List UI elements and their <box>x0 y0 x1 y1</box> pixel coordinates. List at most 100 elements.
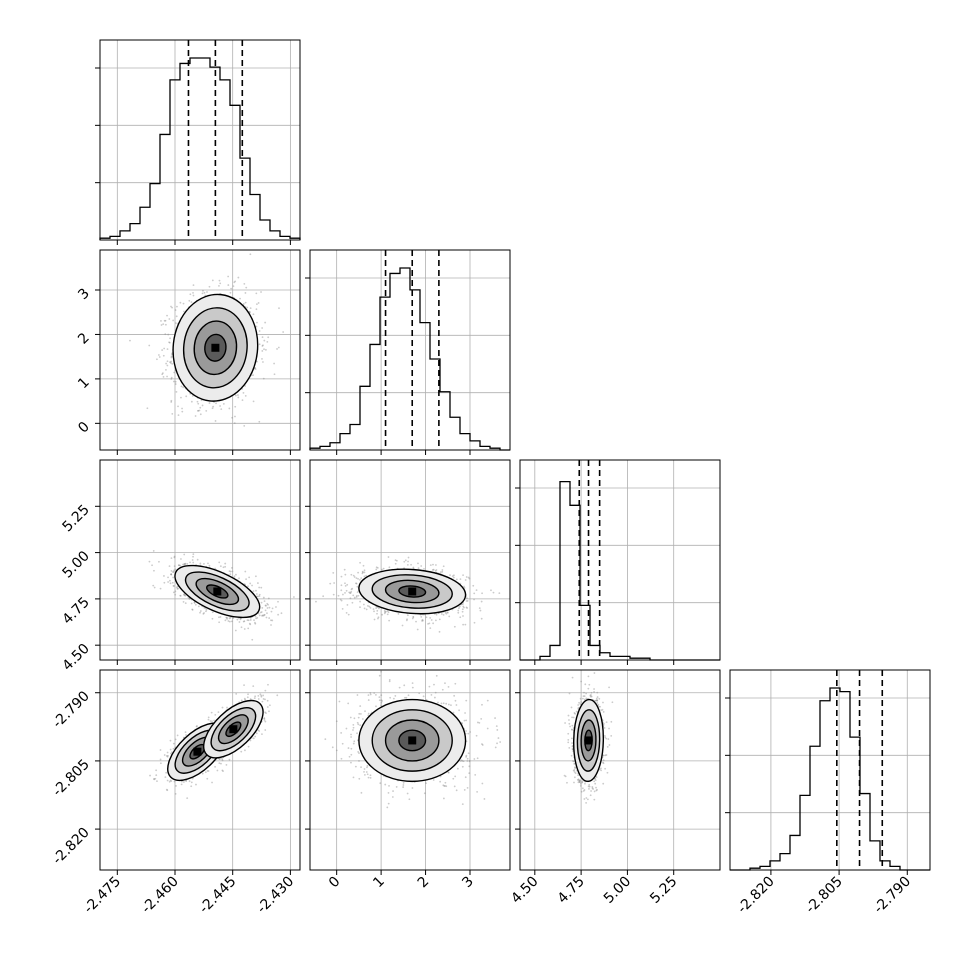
sample-point <box>166 360 169 363</box>
sample-point <box>172 319 175 322</box>
sample-point <box>357 571 360 574</box>
sample-point <box>362 571 364 574</box>
sample-point <box>492 591 495 594</box>
sample-point <box>270 619 272 622</box>
sample-point <box>188 597 191 600</box>
sample-point <box>193 601 196 604</box>
sample-point <box>428 622 431 625</box>
y-tick-label: 4.50 <box>59 641 92 674</box>
sample-point <box>361 570 364 573</box>
sample-point <box>244 394 247 397</box>
sample-point <box>254 622 257 625</box>
panel-content <box>129 253 285 427</box>
sample-point <box>363 569 366 572</box>
sample-point <box>174 593 177 596</box>
sample-point <box>170 573 173 576</box>
sample-point <box>173 555 176 558</box>
sample-point <box>275 606 277 608</box>
sample-point <box>206 291 208 293</box>
sample-point <box>375 607 378 610</box>
sample-point <box>263 719 266 721</box>
histogram-step-3 <box>730 687 930 871</box>
sample-point <box>355 582 357 585</box>
sample-point <box>462 605 465 608</box>
sample-point <box>242 303 245 305</box>
sample-point <box>429 564 432 567</box>
sample-point <box>255 589 257 592</box>
sample-point <box>262 596 265 599</box>
sample-point <box>344 582 346 585</box>
sample-point <box>168 780 171 783</box>
sample-point <box>239 618 242 621</box>
sample-point <box>252 313 255 316</box>
sample-point <box>207 562 209 565</box>
sample-point <box>160 320 162 322</box>
sample-point <box>219 616 222 618</box>
sample-point <box>194 603 197 606</box>
sample-point <box>446 611 449 614</box>
sample-point <box>349 597 352 600</box>
sample-point <box>445 612 448 615</box>
sample-point <box>282 331 285 333</box>
sample-point <box>465 600 468 602</box>
sample-point <box>170 573 173 576</box>
sample-point <box>192 561 195 564</box>
sample-point <box>255 617 258 620</box>
sample-point <box>170 376 173 379</box>
sample-point <box>231 416 233 419</box>
y-tick-label: 5.25 <box>59 502 92 535</box>
sample-point <box>179 594 182 597</box>
sample-point <box>151 564 153 567</box>
sample-point <box>170 557 173 559</box>
sample-point <box>220 762 222 765</box>
sample-point <box>179 564 182 567</box>
sample-point <box>158 560 160 563</box>
sample-point <box>375 568 378 571</box>
sample-point <box>359 561 361 564</box>
sample-point <box>182 563 184 566</box>
sample-point <box>168 318 171 320</box>
sample-point <box>257 582 259 584</box>
sample-point <box>429 617 432 619</box>
panel-frame <box>309 249 511 451</box>
sample-point <box>239 297 241 300</box>
sample-point <box>184 602 187 605</box>
sample-point <box>434 570 437 572</box>
sample-point <box>264 604 267 607</box>
sample-point <box>262 361 264 363</box>
sample-point <box>332 571 335 574</box>
panel-bg <box>100 460 300 660</box>
sample-point <box>197 605 200 608</box>
sample-point <box>347 613 350 616</box>
sample-point <box>345 611 348 614</box>
sample-point <box>249 617 252 619</box>
sample-point <box>263 613 266 616</box>
sample-point <box>261 607 264 609</box>
sample-point <box>384 610 387 613</box>
sample-point <box>421 619 423 622</box>
sample-point <box>348 591 351 594</box>
sample-point <box>203 291 206 294</box>
sample-point <box>247 693 249 696</box>
sample-point <box>244 292 247 294</box>
sample-point <box>262 614 265 617</box>
sample-point <box>234 629 237 632</box>
sample-point <box>423 568 425 570</box>
sample-point <box>237 276 240 279</box>
sample-point <box>415 620 417 623</box>
y-tick-label: 4.75 <box>59 594 92 627</box>
sample-point <box>241 399 244 402</box>
sample-point <box>249 253 252 256</box>
sample-point <box>258 595 261 598</box>
sample-point <box>173 585 175 587</box>
sample-point <box>373 610 375 613</box>
sample-point <box>357 594 360 597</box>
sample-point <box>197 409 199 412</box>
sample-point <box>258 614 261 617</box>
sample-point <box>219 565 222 568</box>
sample-point <box>172 742 175 745</box>
sample-point <box>435 564 437 566</box>
sample-point <box>218 561 221 564</box>
sample-point <box>258 420 261 423</box>
